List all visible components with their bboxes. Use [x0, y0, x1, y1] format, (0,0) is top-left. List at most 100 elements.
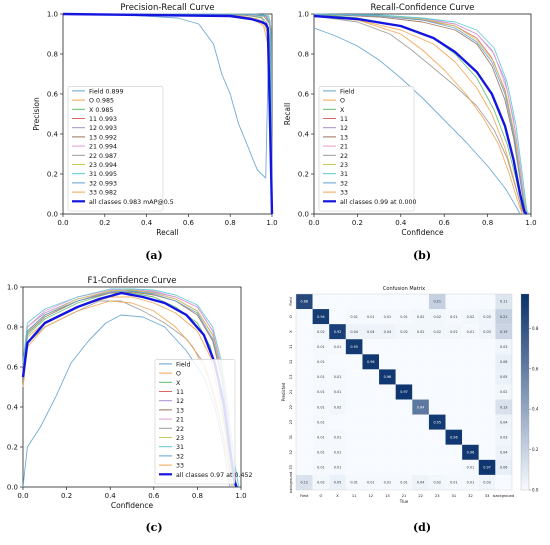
heatmap-cell — [412, 324, 429, 340]
heatmap-cell — [379, 354, 396, 370]
heatmap-value: 0.02 — [417, 315, 425, 319]
legend-label-31: 31 — [176, 444, 184, 451]
heatmap-cell — [395, 339, 413, 355]
x-tick-label: 0.2 — [352, 219, 363, 227]
heatmap-value: 0.02 — [433, 315, 441, 319]
heatmap-value: 0.04 — [500, 420, 508, 424]
heatmap-cell — [478, 369, 496, 385]
heatmap-cell — [495, 384, 512, 400]
heatmap-cell — [478, 309, 496, 325]
heatmap-value: 0.03 — [483, 330, 491, 334]
line-chart-1: 0.00.0 0.2 0.2 0.4 0.4 0.6 0.6 0.8 0.8 1.0 1.0 Reca… — [283, 3, 537, 237]
heatmap-cell — [412, 294, 429, 310]
x-tick-label: 1.0 — [525, 219, 536, 227]
legend-label-22: 22 — [176, 426, 184, 433]
heatmap-y-axis-label: Predicted — [281, 382, 286, 401]
heatmap-y-label: 12 — [289, 360, 293, 365]
heatmap-value: 0.96 — [384, 375, 392, 379]
y-tick-label: 1.0 — [298, 11, 309, 19]
heatmap-cell — [362, 444, 380, 460]
legend-box — [67, 86, 164, 212]
heatmap-cell — [345, 294, 363, 310]
heatmap-x-label: 33 — [485, 494, 490, 498]
heatmap-x-label: 23 — [435, 494, 440, 498]
heatmap-value: 0.01 — [400, 315, 408, 319]
legend-label-X: X 0.985 — [89, 107, 113, 114]
heatmap-cell — [428, 459, 446, 475]
heatmap-cell — [478, 414, 496, 430]
heatmap-cell — [395, 369, 413, 385]
legend-box — [318, 86, 415, 212]
heatmap-x-label: O — [320, 494, 323, 498]
heatmap-cell — [379, 474, 396, 490]
heatmap-value: 0.01 — [334, 451, 342, 455]
heatmap-value: 0.02 — [417, 330, 425, 334]
series-line-33 — [313, 15, 523, 215]
heatmap-cell — [462, 474, 479, 490]
colorbar-tick-label: 0.4 — [532, 407, 539, 412]
heatmap-cell — [329, 309, 346, 325]
heatmap-value: 0.01 — [467, 330, 475, 334]
heatmap-cell — [495, 324, 512, 340]
heatmap-cell — [379, 384, 396, 400]
x-axis-label: Confidence — [111, 501, 154, 510]
heatmap-cell — [478, 459, 496, 475]
heatmap-cell — [296, 384, 313, 400]
legend-label-13: 13 — [176, 407, 184, 414]
heatmap-cell — [428, 399, 446, 415]
heatmap-cell — [428, 474, 446, 490]
y-tick-label: 0.8 — [47, 51, 58, 59]
heatmap-cell — [395, 474, 413, 490]
heatmap-cell — [312, 459, 330, 475]
heatmap-cell — [412, 474, 429, 490]
x-tick-label: 0.8 — [192, 492, 203, 500]
x-tick-label: 0.8 — [482, 219, 493, 227]
heatmap-cell — [329, 324, 346, 340]
heatmap-value: 0.01 — [317, 451, 325, 455]
heatmap-cell — [312, 339, 330, 355]
heatmap-cell — [379, 399, 396, 415]
heatmap-cell — [495, 354, 512, 370]
heatmap-y-label: 32 — [289, 450, 293, 455]
series-line-Field — [313, 27, 521, 215]
y-axis-label: Recall — [283, 103, 292, 125]
heatmap-cell — [395, 294, 413, 310]
legend-label-11: 11 0.993 — [89, 116, 117, 123]
heatmap-value: 0.02 — [334, 405, 342, 409]
heatmap-cell — [345, 324, 363, 340]
heatmap-cell — [329, 414, 346, 430]
heatmap-cell — [462, 294, 479, 310]
heatmap-value: 0.02 — [433, 481, 441, 485]
x-tick-label: 0.4 — [141, 219, 153, 227]
legend-box — [154, 359, 236, 485]
heatmap-value: 0.01 — [334, 375, 342, 379]
heatmap-cell — [495, 399, 512, 415]
heatmap-cell — [462, 309, 479, 325]
heatmap-cell — [379, 459, 396, 475]
heatmap-cell — [445, 309, 463, 325]
legend-label-21: 21 — [340, 144, 348, 151]
heatmap-cell — [296, 444, 313, 460]
heatmap-cell — [379, 309, 396, 325]
heatmap-cell — [345, 384, 363, 400]
heatmap-cell — [428, 384, 446, 400]
heatmap-value: 0.02 — [500, 390, 508, 394]
legend-label-Field: Field — [176, 361, 191, 368]
x-tick-label: 0.2 — [99, 219, 110, 227]
x-tick-label: 0.6 — [183, 219, 195, 227]
series-line-all — [313, 14, 528, 215]
heatmap-value: 0.01 — [367, 315, 375, 319]
heatmap-value: 0.88 — [301, 300, 309, 304]
heatmap-chart: 0.88 0.21 0.110.94 0.01 0.01 0.01 0.01 0.02 0.02… — [281, 286, 539, 504]
x-tick-label: 0.0 — [308, 219, 319, 227]
heatmap-value: 0.21 — [433, 300, 441, 304]
heatmap-value: 0.02 — [317, 481, 325, 485]
heatmap-cell — [345, 399, 363, 415]
heatmap-cell — [312, 369, 330, 385]
legend-label-all: all classes 0.99 at 0.000 — [340, 199, 417, 206]
legend-label-31: 31 0.995 — [89, 171, 117, 178]
y-tick-label: 0.6 — [47, 91, 59, 99]
heatmap-value: 0.02 — [400, 330, 408, 334]
legend-label-O: O — [176, 371, 181, 378]
x-tick-label: 0.6 — [148, 492, 160, 500]
